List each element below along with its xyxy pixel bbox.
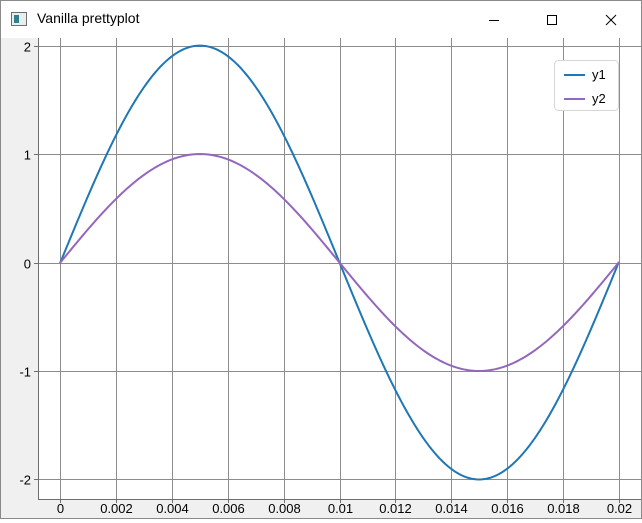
- plot-background: [38, 38, 641, 499]
- x-tick-label: 0.014: [435, 501, 468, 516]
- series-lines: [59, 44, 620, 481]
- window-title: Vanilla prettyplot: [37, 10, 140, 26]
- x-tick-label: 0.008: [268, 501, 301, 516]
- y-tick-label: -1: [19, 365, 31, 380]
- legend-label[interactable]: y2: [592, 91, 606, 106]
- legend-box[interactable]: [554, 60, 619, 111]
- close-button[interactable]: [588, 1, 634, 38]
- x-tick-label: 0.012: [379, 501, 412, 516]
- x-tick-label: 0.004: [156, 501, 189, 516]
- maximize-button[interactable]: [529, 1, 575, 38]
- maximize-icon: [547, 14, 557, 25]
- x-tick-label: 0.02: [607, 501, 632, 516]
- legend[interactable]: y1 y2: [554, 60, 619, 111]
- y-axis: 2 1 0 -1 -2: [19, 38, 39, 499]
- minimize-button[interactable]: [471, 1, 517, 38]
- x-tick-label: 0.002: [100, 501, 133, 516]
- close-icon: [605, 14, 617, 25]
- y-tick-label: 1: [24, 148, 31, 163]
- line-chart[interactable]: 2 1 0 -1 -2 0 0.002 0.004 0.006 0.008 0.01 0.012 0.…: [1, 38, 641, 518]
- x-tick-label: 0.018: [547, 501, 580, 516]
- legend-label[interactable]: y1: [592, 67, 606, 82]
- x-tick-label: 0.006: [212, 501, 245, 516]
- x-axis: 0 0.002 0.004 0.006 0.008 0.01 0.012 0.014 0.016…: [38, 499, 641, 516]
- title-bar[interactable]: Vanilla prettyplot: [1, 1, 641, 38]
- plot-area[interactable]: 2 1 0 -1 -2 0 0.002 0.004 0.006 0.008 0.01 0.012 0.…: [1, 38, 641, 518]
- y-tick-label: 2: [24, 40, 31, 55]
- y-tick-label: 0: [24, 257, 31, 272]
- y-tick-label: -2: [19, 473, 31, 488]
- minimize-icon: [489, 19, 499, 21]
- x-tick-label: 0: [57, 501, 64, 516]
- x-tick-label: 0.01: [328, 501, 353, 516]
- x-tick-label: 0.016: [491, 501, 524, 516]
- series-line-y2: [59, 153, 620, 372]
- app-icon: [11, 12, 27, 26]
